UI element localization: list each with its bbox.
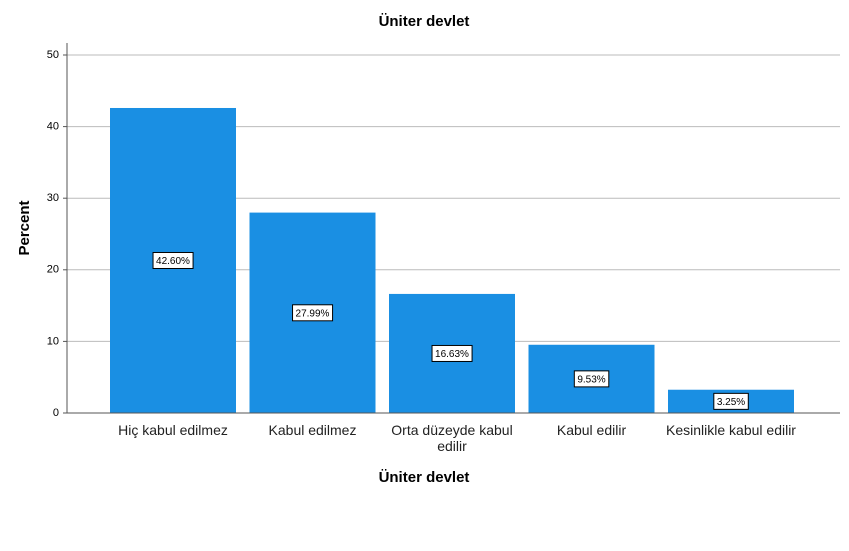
x-tick-label: Orta düzeyde kabul edilir: [391, 422, 513, 454]
value-label: 42.60%: [156, 256, 190, 267]
value-label: 16.63%: [435, 349, 469, 360]
value-label-box: [292, 304, 334, 322]
x-axis-title: Üniter devlet: [379, 469, 470, 486]
value-label-box: [431, 344, 473, 362]
y-tick-label: 10: [47, 335, 59, 347]
value-label-box: [573, 370, 610, 388]
x-tick-label: Kabul edilir: [556, 422, 627, 438]
chart-title: Üniter devlet: [379, 13, 470, 30]
value-label-box: [713, 392, 749, 410]
y-tick-label: 40: [47, 121, 59, 133]
value-label: 27.99%: [296, 308, 330, 319]
value-label-box: [152, 251, 194, 269]
y-tick-label: 30: [47, 192, 59, 204]
x-tick-label: Hiç kabul edilmez: [118, 422, 228, 438]
value-label: 3.25%: [717, 397, 745, 408]
value-label: 9.53%: [577, 375, 605, 386]
y-tick-label: 0: [53, 407, 59, 419]
x-tick-label: Kabul edilmez: [268, 422, 357, 438]
y-tick-label: 20: [47, 264, 59, 276]
y-axis-title: Percent: [16, 200, 33, 255]
y-tick-label: 50: [47, 49, 59, 61]
x-tick-label: Kesinlikle kabul edilir: [666, 422, 796, 438]
